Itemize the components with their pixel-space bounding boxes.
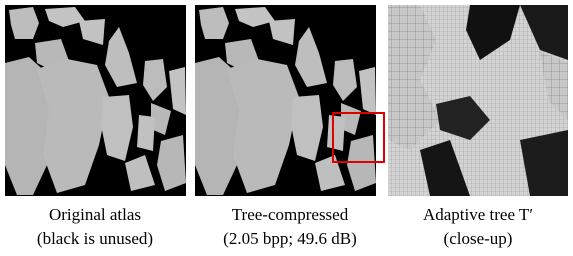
caption-line: Adaptive tree T′ [423, 205, 533, 224]
captions: Original atlas (black is unused) Tree-co… [37, 205, 533, 248]
caption-line: (2.05 bpp; 49.6 dB) [223, 229, 357, 248]
caption-line: Tree-compressed [232, 205, 349, 224]
panel-closeup [388, 5, 568, 196]
caption-line: Original atlas [49, 205, 141, 224]
panel-original [5, 5, 186, 196]
caption-line: (close-up) [444, 229, 513, 248]
figure: Original atlas (black is unused) Tree-co… [0, 0, 573, 256]
panel-compressed [195, 5, 384, 196]
caption-line: (black is unused) [37, 229, 153, 248]
